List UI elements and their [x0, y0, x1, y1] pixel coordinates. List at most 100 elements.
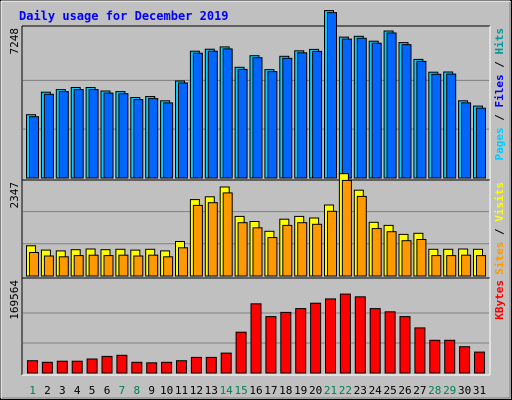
legend-hits: Hits	[493, 28, 506, 55]
bar-kbytes-day-19	[295, 308, 307, 374]
bar-files-day-6	[103, 92, 114, 179]
bar-sites-day-30	[461, 254, 472, 277]
legend-pages: Pages	[493, 127, 506, 160]
bar-files-day-5	[88, 89, 99, 179]
x-tick-label: 2	[44, 384, 51, 397]
x-tick-label: 24	[369, 384, 383, 397]
panel-hits-files-pages: 7248 Pages / Files / Hits	[8, 10, 506, 181]
chart-title: Daily usage for December 2019	[19, 9, 229, 23]
bar-kbytes-day-31	[474, 351, 485, 374]
x-tick-label: 21	[324, 384, 337, 397]
bar-sites-day-23	[356, 195, 367, 277]
bar-sites-day-27	[416, 239, 427, 277]
x-tick-label: 11	[175, 384, 188, 397]
bar-sites-day-4	[73, 255, 84, 277]
bar-sites-day-18	[282, 224, 293, 277]
bar-files-day-23	[356, 37, 367, 179]
bar-sites-day-20	[312, 223, 323, 277]
bar-sites-day-19	[297, 222, 308, 277]
bar-files-day-16	[252, 57, 263, 179]
bar-sites-day-8	[133, 255, 144, 277]
bar-sites-day-3	[58, 256, 69, 277]
bar-kbytes-day-24	[369, 308, 381, 374]
bar-files-day-1	[29, 116, 39, 179]
x-tick-label: 28	[428, 384, 441, 397]
bar-sites-day-15	[237, 222, 248, 277]
x-tick-label: 26	[398, 384, 411, 397]
panel-legend: KBytes	[493, 280, 506, 320]
bar-kbytes-day-25	[384, 311, 396, 374]
bar-kbytes-day-11	[176, 360, 187, 374]
x-axis-labels: 1 2 3 4 5 6 7 8 9 10 11 12 13 14 15 16 17 18 19 20 21 22 23 24 2…	[29, 384, 486, 397]
bar-files-day-19	[297, 52, 308, 179]
bar-sites-day-17	[267, 237, 278, 277]
bar-kbytes-day-2	[41, 361, 53, 374]
x-tick-label: 27	[413, 384, 426, 397]
bar-sites-day-9	[148, 254, 159, 277]
bar-sites-day-24	[371, 228, 382, 277]
bar-kbytes-day-26	[399, 316, 411, 374]
bar-sites-day-11	[178, 247, 188, 277]
bar-files-day-28	[431, 73, 442, 179]
bar-kbytes-day-13	[205, 356, 217, 374]
bar-kbytes-day-16	[250, 303, 262, 374]
bar-kbytes-day-3	[56, 360, 68, 374]
bar-kbytes-day-14	[220, 352, 232, 374]
chart-panels: 7248 Pages / Files / Hits 2347 Sites / Visi…	[8, 10, 506, 376]
bar-files-day-25	[386, 32, 397, 179]
bar-sites-day-13	[207, 202, 218, 277]
bar-files-day-3	[58, 91, 69, 179]
bar-files-day-27	[416, 60, 427, 179]
panel-max-label: 2347	[8, 182, 21, 209]
bar-kbytes-day-29	[444, 339, 456, 374]
bar-files-day-13	[207, 50, 218, 179]
panel-max-label: 7248	[8, 28, 21, 55]
legend-kbytes: KBytes	[493, 280, 506, 320]
x-tick-label: 10	[160, 384, 173, 397]
x-tick-label: 22	[339, 384, 352, 397]
bar-sites-day-6	[103, 255, 114, 277]
x-tick-label: 14	[220, 384, 234, 397]
x-tick-label: 20	[309, 384, 322, 397]
bar-files-day-31	[476, 107, 486, 179]
x-tick-label: 23	[354, 384, 367, 397]
panel-kbytes: 169564 KBytes	[8, 277, 506, 376]
bar-sites-day-10	[163, 256, 174, 277]
panel-legend: Sites / Visits	[493, 182, 506, 275]
bar-sites-day-1	[29, 252, 39, 277]
bar-sites-day-16	[252, 227, 263, 277]
bar-files-day-9	[148, 98, 159, 179]
bar-files-day-11	[178, 82, 188, 179]
x-tick-label: 29	[443, 384, 456, 397]
bar-kbytes-day-6	[101, 355, 113, 374]
bar-files-day-7	[118, 93, 129, 179]
bar-kbytes-day-10	[161, 361, 173, 374]
x-tick-label: 18	[279, 384, 292, 397]
bar-files-day-20	[312, 50, 323, 179]
bar-kbytes-day-17	[265, 316, 277, 374]
bar-sites-day-29	[446, 255, 457, 277]
bar-sites-day-12	[192, 204, 203, 277]
x-tick-label: 15	[234, 384, 247, 397]
x-tick-label: 3	[59, 384, 66, 397]
x-tick-label: 6	[104, 384, 111, 397]
x-tick-label: 31	[473, 384, 486, 397]
bar-files-day-29	[446, 73, 457, 179]
bar-kbytes-day-28	[429, 339, 441, 374]
x-tick-label: 17	[264, 384, 277, 397]
bar-files-day-17	[267, 71, 278, 179]
bar-sites-day-5	[88, 254, 99, 277]
x-tick-label: 25	[383, 384, 396, 397]
bar-files-day-22	[341, 38, 352, 179]
bar-files-day-26	[401, 44, 412, 179]
x-tick-label: 8	[133, 384, 140, 397]
bar-kbytes-day-20	[310, 302, 322, 374]
bar-files-day-12	[192, 52, 203, 179]
bar-files-day-15	[237, 68, 248, 179]
bar-kbytes-day-8	[131, 361, 143, 374]
bar-kbytes-day-5	[86, 358, 98, 374]
bar-files-day-18	[282, 57, 293, 179]
bar-files-day-30	[461, 102, 472, 179]
bar-kbytes-day-22	[339, 293, 351, 374]
bar-kbytes-day-18	[280, 311, 292, 374]
